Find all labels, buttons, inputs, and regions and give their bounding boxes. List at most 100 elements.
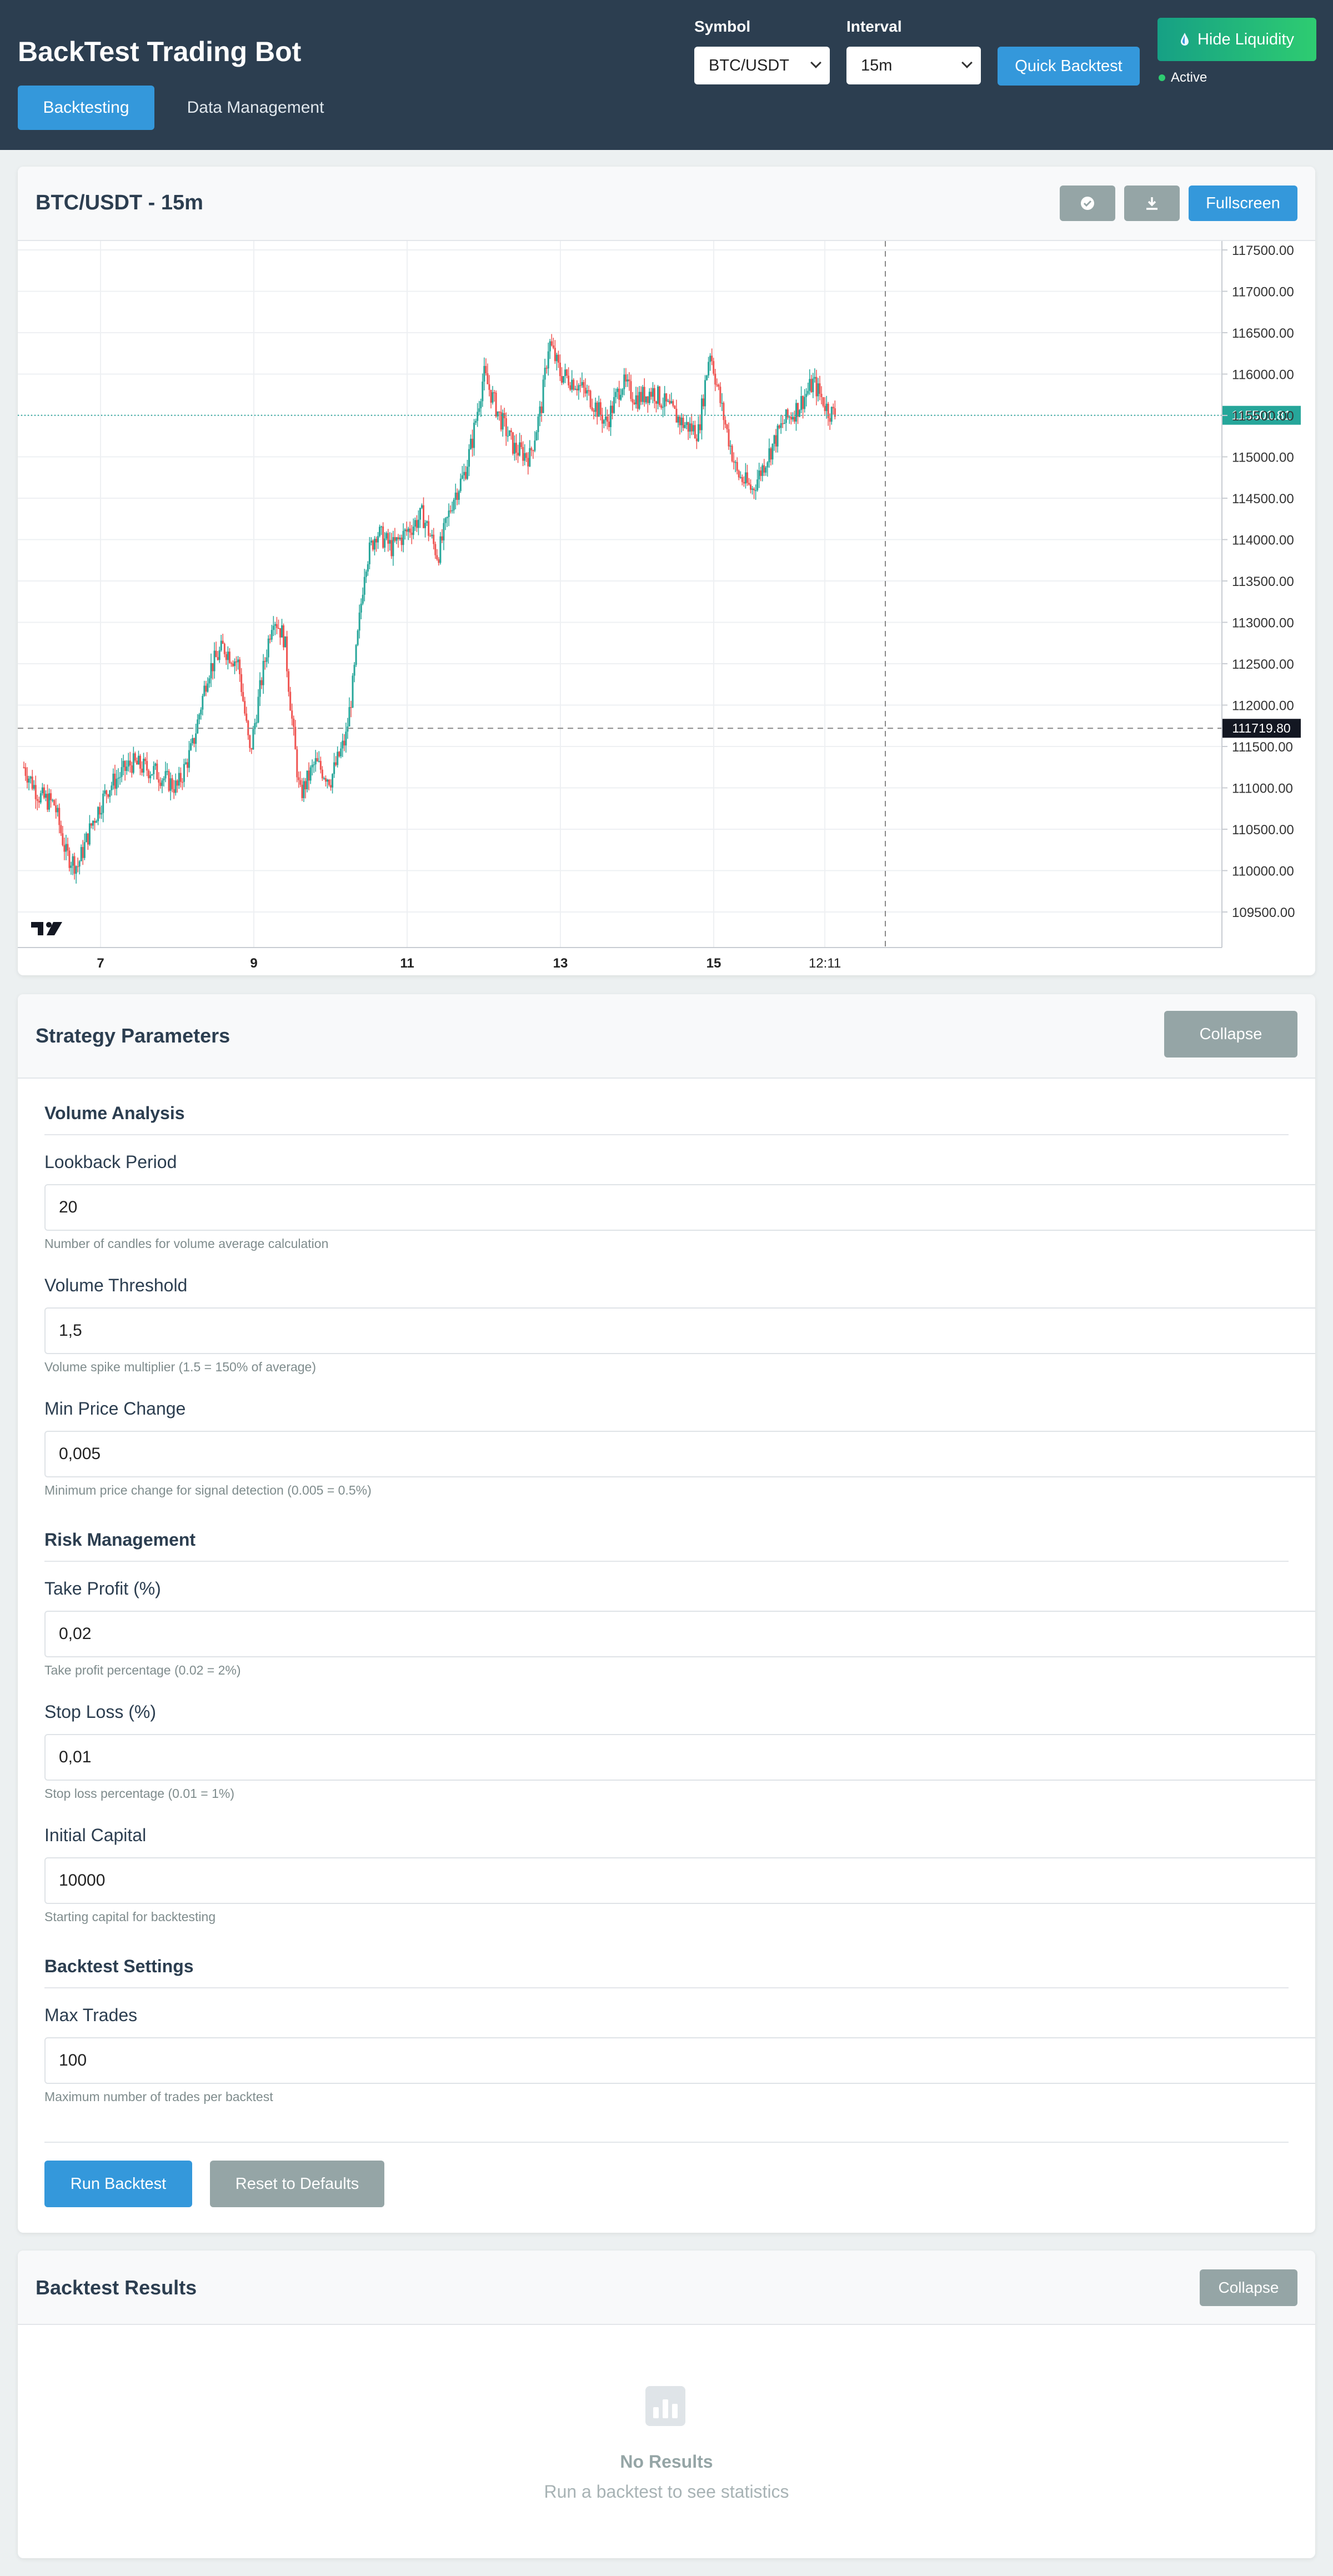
candle-body bbox=[718, 384, 720, 387]
candle-body bbox=[195, 733, 197, 744]
candle-body bbox=[695, 438, 698, 442]
candle-body bbox=[390, 540, 393, 557]
candle-body bbox=[122, 761, 124, 768]
candle-body bbox=[723, 403, 725, 420]
candle-body bbox=[340, 748, 342, 756]
candle-body bbox=[286, 636, 288, 671]
candle-body bbox=[825, 403, 828, 412]
candle-body bbox=[163, 778, 165, 781]
run-backtest-button[interactable]: Run Backtest bbox=[44, 2161, 192, 2207]
candle-body bbox=[744, 472, 746, 484]
candle-body bbox=[424, 523, 427, 528]
candle-body bbox=[417, 519, 419, 528]
candle-body bbox=[156, 763, 158, 780]
candle-body bbox=[132, 753, 134, 773]
symbol-select[interactable]: BTC/USDT bbox=[694, 47, 830, 84]
candle-body bbox=[65, 844, 67, 852]
candle-body bbox=[627, 379, 629, 382]
download-icon bbox=[1146, 197, 1157, 210]
candle-body bbox=[131, 765, 133, 773]
volume-threshold-input[interactable]: 1,5 bbox=[44, 1307, 1315, 1354]
initial-capital-input[interactable]: 10000 bbox=[44, 1857, 1315, 1904]
candle-body bbox=[524, 453, 526, 461]
candle-body bbox=[227, 651, 229, 660]
candle-body bbox=[80, 847, 82, 861]
candle-body bbox=[426, 521, 428, 523]
candle-body bbox=[711, 355, 713, 362]
price-tick-label: 117500.00 bbox=[1232, 243, 1294, 258]
candle-body bbox=[812, 378, 814, 393]
candle-body bbox=[382, 526, 384, 548]
candle-body bbox=[166, 771, 168, 772]
candle-body bbox=[709, 355, 711, 362]
candle-body bbox=[68, 850, 71, 868]
min-price-change-label: Min Price Change bbox=[44, 1399, 186, 1419]
price-chart[interactable]: 115501.81 111719.80 117500.00 117000.00 116… bbox=[18, 241, 1315, 975]
candle-body bbox=[429, 535, 432, 537]
candle-body bbox=[87, 833, 89, 845]
tab-data-management[interactable]: Data Management bbox=[187, 98, 324, 117]
screenshot-button[interactable] bbox=[1060, 186, 1115, 221]
candle-body bbox=[265, 657, 268, 662]
candle-body bbox=[475, 420, 477, 423]
candle-body bbox=[734, 462, 736, 463]
candle-body bbox=[763, 465, 765, 473]
fullscreen-button[interactable]: Fullscreen bbox=[1189, 186, 1297, 221]
candle-body bbox=[291, 710, 293, 719]
candle-body bbox=[768, 448, 770, 463]
candle-body bbox=[252, 729, 254, 750]
candle-body bbox=[612, 405, 614, 413]
candle-body bbox=[311, 765, 313, 768]
max-trades-input[interactable]: 100 bbox=[44, 2037, 1315, 2084]
stop-loss-input[interactable]: 0,01 bbox=[44, 1734, 1315, 1781]
collapse-results-button[interactable]: Collapse bbox=[1200, 2269, 1297, 2306]
reset-defaults-button[interactable]: Reset to Defaults bbox=[210, 2161, 384, 2207]
time-tick-label: 15 bbox=[706, 956, 721, 971]
candle-body bbox=[591, 407, 593, 410]
collapse-strategy-button[interactable]: Collapse bbox=[1164, 1011, 1297, 1058]
initial-capital-label: Initial Capital bbox=[44, 1825, 147, 1845]
candle-body bbox=[107, 794, 109, 797]
candle-body bbox=[704, 380, 706, 407]
interval-select[interactable]: 15m bbox=[846, 47, 981, 84]
min-price-change-input[interactable]: 0,005 bbox=[44, 1431, 1315, 1477]
candle-body bbox=[555, 354, 558, 362]
candle-body bbox=[176, 780, 178, 786]
candle-body bbox=[817, 383, 819, 397]
candle-body bbox=[753, 488, 755, 490]
quick-backtest-button[interactable]: Quick Backtest bbox=[998, 47, 1140, 86]
candle-body bbox=[257, 696, 259, 723]
lookback-period-input[interactable]: 20 bbox=[44, 1184, 1315, 1231]
min-price-change-help: Minimum price change for signal detectio… bbox=[44, 1483, 372, 1497]
candle-body bbox=[608, 422, 610, 427]
candle-body bbox=[495, 392, 497, 417]
time-tick-label: 13 bbox=[553, 956, 568, 971]
candle-body bbox=[33, 785, 35, 789]
candle-body bbox=[365, 572, 367, 577]
candle-body bbox=[377, 536, 379, 543]
candle-body bbox=[542, 379, 544, 413]
candle-body bbox=[184, 762, 187, 764]
tradingview-logo-icon bbox=[31, 922, 62, 935]
candle-body bbox=[544, 368, 546, 380]
candle-body bbox=[29, 776, 32, 779]
candle-body bbox=[766, 462, 769, 468]
candle-body bbox=[178, 773, 180, 786]
hide-liquidity-button[interactable]: Hide Liquidity bbox=[1157, 18, 1316, 61]
candle-body bbox=[771, 443, 774, 460]
candle-body bbox=[637, 395, 639, 409]
candle-body bbox=[569, 385, 572, 390]
take-profit-input[interactable]: 0,02 bbox=[44, 1611, 1315, 1657]
candle-body bbox=[581, 382, 583, 385]
tab-backtesting[interactable]: Backtesting bbox=[18, 86, 154, 130]
candle-body bbox=[38, 800, 40, 803]
candle-body bbox=[313, 764, 315, 765]
candle-body bbox=[117, 778, 119, 779]
download-button[interactable] bbox=[1124, 186, 1180, 221]
candle-body bbox=[492, 392, 494, 403]
candle-body bbox=[151, 774, 153, 775]
candle-body bbox=[272, 625, 274, 630]
candle-body bbox=[648, 392, 650, 403]
candle-body bbox=[584, 388, 587, 394]
candle-body bbox=[716, 384, 718, 385]
